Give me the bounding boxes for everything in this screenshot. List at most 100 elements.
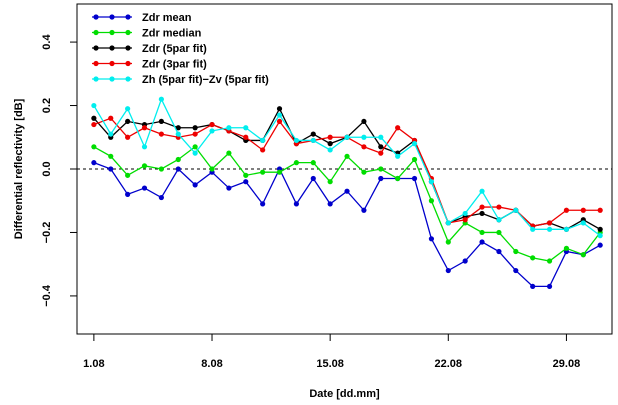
data-point xyxy=(243,179,249,185)
x-tick-label: 22.08 xyxy=(435,358,463,370)
data-point xyxy=(378,144,384,150)
data-point xyxy=(479,239,485,245)
data-point xyxy=(91,144,97,150)
data-point xyxy=(563,245,570,251)
series-5 xyxy=(91,96,603,239)
y-tick-label: 0.4 xyxy=(41,34,53,50)
legend-marker xyxy=(93,14,99,20)
data-point xyxy=(243,172,249,178)
data-point xyxy=(192,144,198,150)
data-point xyxy=(125,134,131,140)
data-point xyxy=(175,166,181,172)
data-point xyxy=(192,125,198,131)
legend-entry: Zh (5par fit)−Zv (5par fit) xyxy=(92,74,269,86)
data-point xyxy=(597,233,603,239)
data-point xyxy=(445,239,451,245)
data-point xyxy=(411,156,418,163)
data-point xyxy=(141,144,148,150)
data-point xyxy=(327,134,333,140)
data-point xyxy=(546,226,553,232)
legend-marker xyxy=(125,45,131,51)
legend-marker xyxy=(109,60,115,67)
data-point xyxy=(141,163,148,169)
legend-entry: Zdr mean xyxy=(92,12,192,24)
legend-label: Zdr mean xyxy=(142,12,192,24)
legend-marker xyxy=(93,45,99,51)
data-point xyxy=(108,166,114,172)
data-point xyxy=(546,220,553,226)
data-point xyxy=(479,229,485,236)
legend-label: Zh (5par fit)−Zv (5par fit) xyxy=(142,74,269,86)
data-point xyxy=(597,207,603,213)
data-point xyxy=(158,118,164,125)
legend-marker xyxy=(109,14,115,20)
data-point xyxy=(513,267,519,274)
data-point xyxy=(125,191,131,197)
legend-marker xyxy=(125,60,131,67)
data-point xyxy=(344,153,350,159)
data-point xyxy=(496,229,502,236)
x-tick-label: 15.08 xyxy=(316,358,344,370)
legend-label: Zdr (5par fit) xyxy=(142,43,207,55)
legend-marker xyxy=(93,60,99,67)
data-point xyxy=(125,118,131,125)
legend-marker xyxy=(125,76,131,82)
data-point xyxy=(580,252,586,258)
y-tick-label: −0.2 xyxy=(41,222,53,244)
data-point xyxy=(428,236,435,242)
data-point xyxy=(327,179,333,185)
data-point xyxy=(108,153,114,159)
data-point xyxy=(344,134,350,140)
data-point xyxy=(243,125,249,131)
data-point xyxy=(209,121,215,128)
data-point xyxy=(597,226,603,232)
data-point xyxy=(226,125,232,131)
x-axis-label: Date [dd.mm] xyxy=(309,388,380,400)
data-point xyxy=(175,131,181,137)
legend-marker xyxy=(93,29,99,36)
data-point xyxy=(530,255,536,261)
data-point xyxy=(260,169,266,175)
data-point xyxy=(192,182,198,188)
legend-label: Zdr median xyxy=(142,28,202,40)
data-point xyxy=(580,207,586,213)
data-point xyxy=(530,283,536,290)
data-point xyxy=(445,267,451,274)
data-point xyxy=(276,169,283,175)
data-point xyxy=(158,194,164,201)
x-axis: 1.08 8.08 15.08 22.08 29.08 xyxy=(83,334,580,370)
data-point xyxy=(597,242,603,248)
data-point xyxy=(310,137,316,144)
data-point xyxy=(141,125,148,131)
data-point xyxy=(276,106,283,112)
legend-marker xyxy=(109,29,115,36)
data-point xyxy=(428,179,435,185)
data-point xyxy=(226,185,232,191)
data-point xyxy=(293,201,300,207)
data-point xyxy=(378,175,384,182)
data-point xyxy=(276,112,283,118)
data-point xyxy=(192,131,198,137)
legend-marker xyxy=(125,14,131,20)
data-point xyxy=(310,131,316,137)
legend-entry: Zdr median xyxy=(92,28,202,40)
data-point xyxy=(513,207,519,213)
data-point xyxy=(479,210,485,217)
data-point xyxy=(462,217,468,223)
data-point xyxy=(260,147,266,153)
data-point xyxy=(546,283,553,290)
data-point xyxy=(125,106,131,112)
y-axis: −0.4 −0.2 0.0 0.2 0.4 xyxy=(41,34,77,307)
data-point xyxy=(158,166,164,172)
data-point xyxy=(91,102,97,109)
data-point xyxy=(310,160,316,166)
data-point xyxy=(243,134,249,140)
data-point xyxy=(479,188,485,194)
data-point xyxy=(158,131,164,137)
legend-marker xyxy=(109,45,115,51)
data-point xyxy=(276,118,283,125)
data-point xyxy=(395,125,401,131)
data-point xyxy=(209,166,215,172)
data-point xyxy=(293,160,300,166)
